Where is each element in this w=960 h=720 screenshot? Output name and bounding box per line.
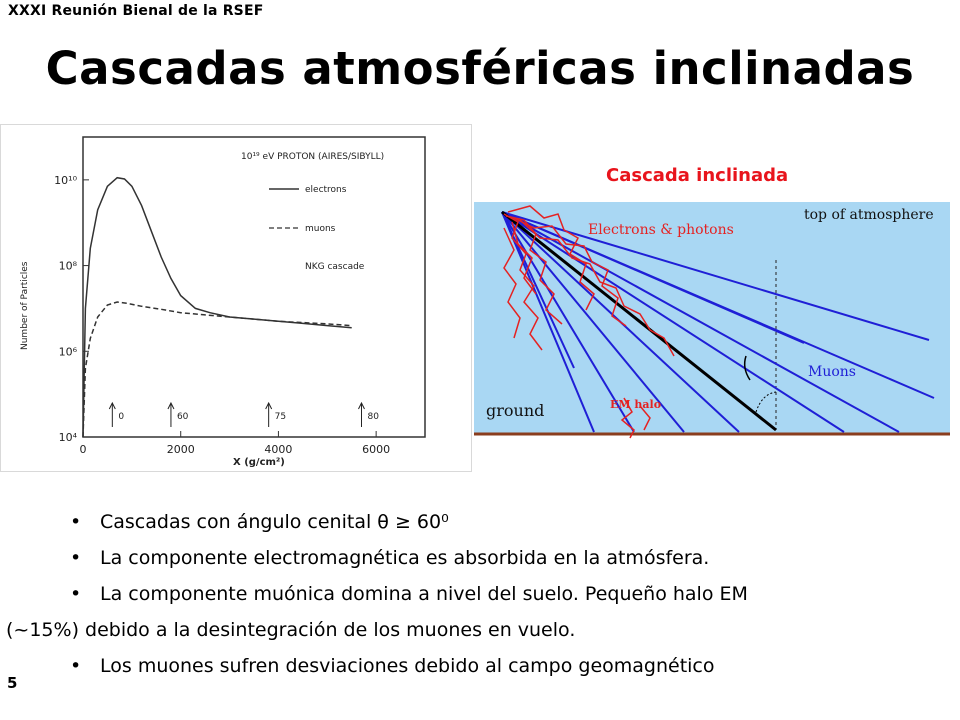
- em-track: [503, 213, 543, 351]
- inclined-shower-diagram: Electrons & photons top of atmosphere Mu…: [474, 198, 950, 440]
- zenith-markers: 0 60 75 80: [108, 401, 379, 427]
- em-track: [519, 219, 675, 357]
- legend-electrons-label: electrons: [305, 185, 347, 195]
- bullet-text: Los muones sufren desviaciones debido al…: [100, 655, 715, 677]
- em-particle-tracks: [503, 205, 675, 439]
- x-axis-label: X (g/cm²): [233, 457, 285, 468]
- ground-label: ground: [486, 401, 544, 420]
- x-tick-label: 2000: [167, 443, 195, 456]
- bullet-dot: •: [70, 583, 82, 605]
- y-tick-label: 10¹⁰: [54, 174, 77, 187]
- series-line-muons: [82, 301, 352, 438]
- x-tick-label: 4000: [264, 443, 292, 456]
- muon-line: [501, 211, 900, 433]
- legend-muons-label: muons: [305, 224, 336, 234]
- bullet-dot: •: [70, 547, 82, 569]
- bullet-item: • Cascadas con ángulo cenital θ ≥ 60⁰: [70, 506, 930, 542]
- bullet-item: • Los muones sufren desviaciones debido …: [70, 650, 930, 686]
- series-layer: [82, 176, 352, 438]
- bullet-text: La componente electromagnética es absorb…: [100, 547, 710, 569]
- bullet-text: Cascadas con ángulo cenital θ ≥ 60⁰: [100, 511, 449, 533]
- particle-profile-plot: 0 2000 4000 6000 10⁴ 10⁶ 10⁸ 10¹⁰ 0 60 75 80 10¹⁹ …: [0, 124, 472, 472]
- muon-line: [501, 211, 685, 433]
- em-halo-label: EM halo: [610, 398, 661, 411]
- muon-line: [501, 211, 575, 369]
- zenith-marker-arrowhead: [358, 401, 365, 410]
- conference-header: XXXI Reunión Bienal de la RSEF: [8, 3, 264, 19]
- shower-axis-line: [501, 210, 777, 432]
- slide-title: Cascadas atmosféricas inclinadas: [45, 42, 915, 95]
- x-tick-label: 6000: [362, 443, 390, 456]
- bullet-dot: •: [70, 655, 82, 677]
- electrons-photons-label: Electrons & photons: [588, 222, 734, 238]
- bullet-item: • La componente electromagnética es abso…: [70, 542, 930, 578]
- muon-line: [501, 211, 805, 344]
- zenith-marker-arrowhead: [167, 401, 175, 410]
- em-track: [507, 205, 595, 311]
- x-tick-label: 0: [80, 443, 87, 456]
- axis-ticks: 0 2000 4000 6000 10⁴ 10⁶ 10⁸ 10¹⁰: [54, 174, 390, 456]
- zenith-marker-label: 60: [177, 412, 189, 422]
- em-track: [620, 397, 635, 439]
- em-track: [511, 221, 537, 295]
- bullet-text: La componente muónica domina a nivel del…: [100, 583, 748, 605]
- zenith-marker-label: 75: [275, 412, 286, 422]
- legend-nkg-label: NKG cascade: [305, 262, 365, 272]
- y-axis-label: Number of Particles: [20, 261, 30, 350]
- particle-profile-chart: 0 2000 4000 6000 10⁴ 10⁶ 10⁸ 10¹⁰ 0 60 75 80 10¹⁹ …: [20, 136, 426, 468]
- plot-frame: [82, 136, 426, 438]
- shower-diagram-svg: Electrons & photons top of atmosphere Mu…: [474, 202, 950, 439]
- bullet-dot: •: [70, 511, 82, 533]
- zenith-marker-arrowhead: [108, 401, 116, 410]
- em-track: [513, 217, 627, 327]
- muon-line: [501, 211, 845, 433]
- y-tick-label: 10⁸: [59, 260, 78, 273]
- legend-title: 10¹⁹ eV PROTON (AIRES/SIBYLL): [241, 152, 384, 162]
- top-atmosphere-label: top of atmosphere: [804, 207, 934, 223]
- zenith-marker-label: 80: [367, 412, 379, 422]
- inclined-shower-caption: Cascada inclinada: [606, 165, 789, 186]
- bullet-item: • La componente muónica domina a nivel d…: [70, 578, 930, 614]
- ground-angle-arc: [755, 391, 777, 413]
- page-number: 5: [7, 674, 18, 692]
- em-track: [503, 227, 521, 339]
- muon-line: [501, 211, 595, 433]
- bullet-list: • Cascadas con ángulo cenital θ ≥ 60⁰ • …: [6, 506, 930, 686]
- zenith-marker-label: 0: [118, 412, 124, 422]
- y-tick-label: 10⁶: [59, 345, 78, 358]
- muon-line: [501, 211, 635, 433]
- zenith-marker-arrowhead: [265, 401, 273, 410]
- em-track: [639, 405, 651, 431]
- muons-label: Muons: [808, 364, 856, 380]
- zenith-angle-arc: [743, 355, 751, 381]
- muon-line: [501, 211, 930, 341]
- series-line-electrons: [82, 176, 352, 438]
- bullet-continuation: (~15%) debido a la desintegración de los…: [6, 619, 576, 641]
- y-tick-label: 10⁴: [59, 431, 78, 444]
